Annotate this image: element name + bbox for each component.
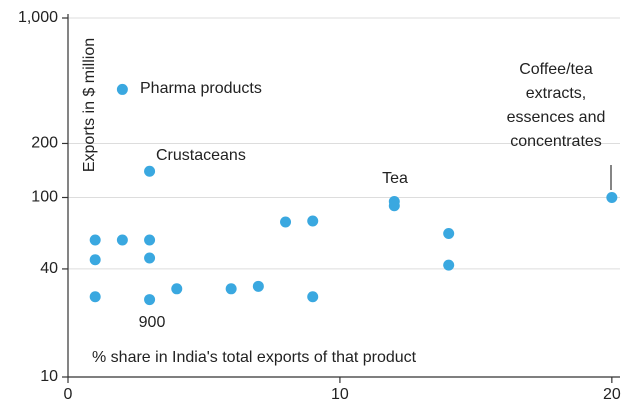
point bbox=[144, 234, 156, 246]
point bbox=[606, 192, 618, 203]
point bbox=[307, 215, 319, 227]
point bbox=[144, 252, 156, 264]
x-tick-label: 0 bbox=[64, 386, 73, 403]
point bbox=[144, 165, 156, 177]
annotation: Crustaceans bbox=[156, 147, 246, 164]
point bbox=[171, 283, 183, 295]
point bbox=[116, 83, 128, 95]
y-tick-label: 100 bbox=[31, 189, 58, 206]
point bbox=[89, 291, 101, 303]
y-tick-label: 40 bbox=[40, 260, 58, 277]
annotation: 900 bbox=[139, 314, 166, 331]
point bbox=[89, 234, 101, 246]
point bbox=[307, 291, 319, 303]
annotation: concentrates bbox=[510, 133, 602, 150]
point bbox=[252, 280, 264, 292]
x-tick-label: 10 bbox=[331, 386, 349, 403]
y-axis-label: Exports in $ million bbox=[81, 38, 98, 172]
point bbox=[443, 228, 455, 240]
x-tick-label: 20 bbox=[603, 386, 621, 403]
point bbox=[388, 200, 400, 212]
annotation: extracts, bbox=[526, 85, 586, 102]
annotation: Coffee/tea bbox=[519, 61, 593, 78]
y-tick-label: 200 bbox=[31, 135, 58, 152]
y-tick-label: 1,000 bbox=[18, 9, 58, 26]
point bbox=[116, 234, 128, 246]
point bbox=[89, 254, 101, 266]
annotation: essences and bbox=[507, 109, 606, 126]
point bbox=[280, 216, 292, 228]
annotation: Pharma products bbox=[140, 80, 262, 97]
x-axis-label: % share in India's total exports of that… bbox=[92, 349, 417, 366]
point bbox=[144, 294, 156, 306]
point bbox=[225, 283, 237, 295]
annotation: Tea bbox=[382, 170, 408, 187]
y-tick-label: 10 bbox=[40, 368, 58, 385]
point bbox=[443, 259, 455, 271]
